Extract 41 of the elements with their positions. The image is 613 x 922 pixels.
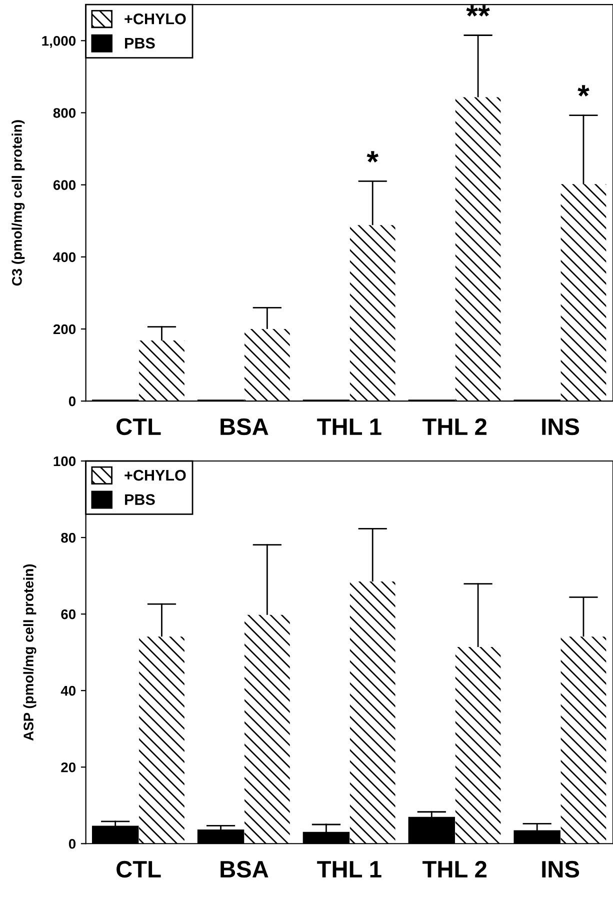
y-tick-label: 20: [61, 762, 76, 772]
x-tick-label: THL 2: [422, 860, 486, 878]
x-tick-label: THL 1: [317, 861, 382, 878]
y-tick-label: 80: [61, 532, 76, 543]
x-tick-label: BSA: [220, 418, 268, 436]
y-tick-label: 60: [61, 609, 76, 620]
y-tick-label: 100: [54, 456, 76, 466]
y-axis-title: ASP (pmol/mg cell protein): [23, 564, 36, 741]
bar: [244, 328, 290, 402]
y-tick-label: 400: [53, 252, 76, 262]
legend-label: +CHYLO: [124, 13, 186, 24]
y-tick-label: 1,000: [42, 36, 76, 48]
annotation: *: [578, 85, 590, 96]
y-tick-label: 800: [53, 108, 76, 118]
bar: [139, 636, 184, 844]
bar: [560, 636, 606, 844]
y-tick-label: 600: [53, 180, 76, 190]
y-tick-label: 40: [60, 686, 76, 696]
y-axis-title: C3 (pmol/mg cell protein): [12, 120, 25, 286]
y-tick-label: 0: [68, 838, 76, 849]
bar: [350, 225, 396, 402]
y-tick-label: 0: [68, 396, 76, 406]
bar: [560, 184, 606, 402]
legend-label: +CHYLO: [124, 470, 186, 481]
x-tick-label: CTL: [116, 860, 161, 878]
bar: [350, 582, 396, 844]
bar: [139, 340, 184, 402]
x-tick-label: INS: [542, 418, 580, 436]
legend-label: PBS: [125, 38, 155, 49]
bar: [455, 97, 501, 402]
annotation: **: [466, 5, 490, 16]
legend-label: PBS: [125, 494, 155, 505]
x-tick-label: THL 2: [422, 418, 486, 435]
annotation: *: [366, 151, 379, 162]
x-tick-label: BSA: [220, 860, 268, 878]
bar: [244, 614, 290, 844]
x-tick-label: CTL: [116, 418, 161, 436]
y-tick-label: 200: [53, 324, 76, 334]
bar: [455, 646, 501, 844]
x-tick-label: INS: [542, 860, 580, 878]
x-tick-label: THL 1: [317, 418, 382, 435]
